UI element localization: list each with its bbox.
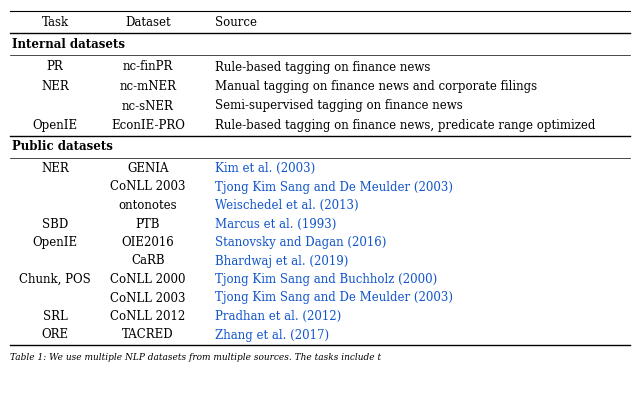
Text: CoNLL 2012: CoNLL 2012 — [110, 310, 186, 323]
Text: OpenIE: OpenIE — [33, 236, 77, 249]
Text: EconIE-PRO: EconIE-PRO — [111, 119, 185, 132]
Text: Public datasets: Public datasets — [12, 140, 113, 153]
Text: Bhardwaj et al. (2019): Bhardwaj et al. (2019) — [215, 255, 348, 268]
Text: TACRED: TACRED — [122, 329, 174, 341]
Text: SRL: SRL — [43, 310, 67, 323]
Text: Chunk, POS: Chunk, POS — [19, 273, 91, 286]
Text: Internal datasets: Internal datasets — [12, 38, 125, 51]
Text: Semi-supervised tagging on finance news: Semi-supervised tagging on finance news — [215, 99, 463, 112]
Text: Pradhan et al. (2012): Pradhan et al. (2012) — [215, 310, 341, 323]
Text: Stanovsky and Dagan (2016): Stanovsky and Dagan (2016) — [215, 236, 387, 249]
Text: NER: NER — [41, 80, 69, 93]
Text: ontonotes: ontonotes — [118, 199, 177, 212]
Text: Zhang et al. (2017): Zhang et al. (2017) — [215, 329, 329, 341]
Text: SBD: SBD — [42, 217, 68, 230]
Text: OIE2016: OIE2016 — [122, 236, 174, 249]
Text: PR: PR — [47, 61, 63, 74]
Text: Marcus et al. (1993): Marcus et al. (1993) — [215, 217, 337, 230]
Text: CaRB: CaRB — [131, 255, 165, 268]
Text: GENIA: GENIA — [127, 162, 169, 175]
Text: Manual tagging on finance news and corporate filings: Manual tagging on finance news and corpo… — [215, 80, 537, 93]
Text: Tjong Kim Sang and Buchholz (2000): Tjong Kim Sang and Buchholz (2000) — [215, 273, 437, 286]
Text: CoNLL 2000: CoNLL 2000 — [110, 273, 186, 286]
Text: nc-mNER: nc-mNER — [120, 80, 177, 93]
Text: NER: NER — [41, 162, 69, 175]
Text: PTB: PTB — [136, 217, 160, 230]
Text: Task: Task — [42, 15, 68, 29]
Text: Source: Source — [215, 15, 257, 29]
Text: Rule-based tagging on finance news, predicate range optimized: Rule-based tagging on finance news, pred… — [215, 119, 595, 132]
Text: CoNLL 2003: CoNLL 2003 — [110, 181, 186, 194]
Text: ORE: ORE — [42, 329, 68, 341]
Text: Dataset: Dataset — [125, 15, 171, 29]
Text: nc-finPR: nc-finPR — [123, 61, 173, 74]
Text: Table 1: We use multiple NLP datasets from multiple sources. The tasks include t: Table 1: We use multiple NLP datasets fr… — [10, 352, 381, 362]
Text: nc-sNER: nc-sNER — [122, 99, 174, 112]
Text: Tjong Kim Sang and De Meulder (2003): Tjong Kim Sang and De Meulder (2003) — [215, 291, 453, 305]
Text: CoNLL 2003: CoNLL 2003 — [110, 291, 186, 305]
Text: Kim et al. (2003): Kim et al. (2003) — [215, 162, 316, 175]
Text: Rule-based tagging on finance news: Rule-based tagging on finance news — [215, 61, 430, 74]
Text: Weischedel et al. (2013): Weischedel et al. (2013) — [215, 199, 358, 212]
Text: Tjong Kim Sang and De Meulder (2003): Tjong Kim Sang and De Meulder (2003) — [215, 181, 453, 194]
Text: OpenIE: OpenIE — [33, 119, 77, 132]
